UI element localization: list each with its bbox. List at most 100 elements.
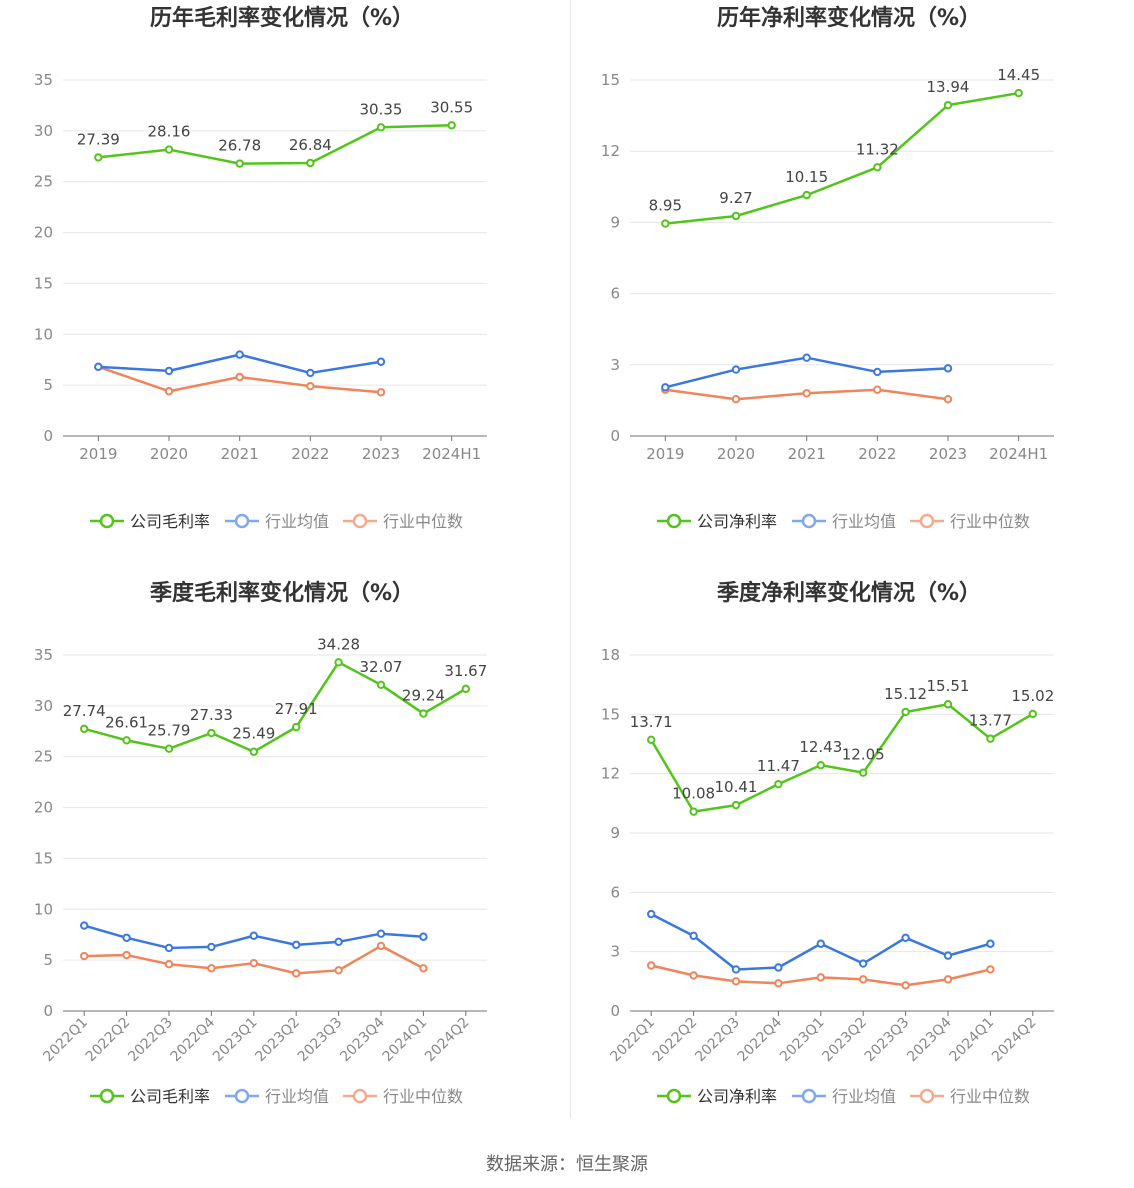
data-point-avg[interactable] (731, 965, 741, 974)
data-point-avg[interactable] (873, 367, 882, 377)
data-point-company[interactable] (376, 680, 386, 690)
data-point-company[interactable] (376, 123, 386, 132)
legend-item-avg[interactable]: 行业均值 (792, 512, 896, 531)
data-point-company[interactable] (943, 100, 953, 110)
data-point-median[interactable] (731, 395, 741, 404)
data-point-avg[interactable] (901, 933, 910, 943)
data-point-company[interactable] (802, 190, 811, 200)
data-point-median[interactable] (943, 395, 953, 404)
data-point-avg[interactable] (306, 368, 315, 378)
data-point-median[interactable] (164, 387, 174, 396)
data-point-avg[interactable] (774, 963, 783, 972)
data-point-median[interactable] (647, 961, 656, 970)
data-point-median[interactable] (873, 385, 882, 394)
legend-item-avg[interactable]: 行业均值 (225, 512, 329, 531)
data-point-company[interactable] (1028, 709, 1037, 719)
data-point-company[interactable] (461, 684, 470, 694)
data-point-company[interactable] (122, 736, 131, 745)
data-point-median[interactable] (816, 973, 826, 982)
data-point-company[interactable] (334, 658, 343, 667)
data-point-median[interactable] (419, 964, 428, 973)
data-point-avg[interactable] (802, 353, 811, 362)
data-point-company[interactable] (901, 707, 910, 717)
data-point-median[interactable] (249, 958, 259, 968)
data-point-company[interactable] (94, 153, 103, 162)
data-point-company[interactable] (207, 728, 216, 738)
data-point-median[interactable] (376, 388, 386, 397)
data-point-company[interactable] (164, 744, 174, 753)
data-point-company[interactable] (661, 219, 670, 228)
data-point-median[interactable] (802, 389, 811, 398)
legend-item-avg[interactable]: 行业均值 (792, 1087, 896, 1106)
data-point-company[interactable] (249, 747, 259, 756)
y-tick-label: 9 (610, 824, 620, 842)
legend-item-company[interactable]: 公司净利率 (657, 512, 777, 531)
data-point-avg[interactable] (80, 921, 89, 930)
data-point-company[interactable] (647, 735, 656, 745)
data-point-median[interactable] (235, 372, 244, 382)
data-point-avg[interactable] (164, 943, 174, 953)
data-point-median[interactable] (901, 981, 910, 990)
data-point-avg[interactable] (376, 357, 386, 366)
data-point-median[interactable] (207, 964, 216, 973)
data-point-avg[interactable] (94, 362, 103, 372)
data-point-company[interactable] (1014, 88, 1023, 98)
data-point-avg[interactable] (943, 951, 953, 960)
data-point-company[interactable] (80, 724, 89, 734)
data-point-avg[interactable] (986, 939, 995, 948)
legend-item-company[interactable]: 公司毛利率 (90, 1087, 210, 1106)
data-point-median[interactable] (306, 381, 315, 391)
data-point-avg[interactable] (207, 942, 216, 952)
legend-item-median[interactable]: 行业中位数 (343, 1087, 463, 1106)
data-point-median[interactable] (943, 975, 953, 984)
data-point-company[interactable] (859, 768, 868, 777)
data-point-company[interactable] (873, 163, 882, 172)
data-point-avg[interactable] (376, 929, 386, 938)
data-point-avg[interactable] (419, 932, 428, 941)
data-point-avg[interactable] (816, 939, 826, 948)
data-point-company[interactable] (689, 807, 698, 816)
data-point-company[interactable] (419, 709, 428, 718)
legend-item-avg[interactable]: 行业均值 (225, 1087, 329, 1106)
data-point-company[interactable] (306, 158, 315, 168)
data-point-median[interactable] (334, 966, 343, 975)
legend-swatch-marker (234, 513, 250, 529)
data-point-avg[interactable] (859, 959, 868, 968)
data-point-company[interactable] (943, 700, 953, 709)
data-point-avg[interactable] (943, 364, 953, 373)
data-point-median[interactable] (80, 951, 89, 961)
data-point-company[interactable] (235, 159, 244, 168)
data-point-company[interactable] (774, 779, 783, 789)
data-point-company[interactable] (292, 722, 301, 732)
data-point-median[interactable] (731, 977, 741, 986)
data-point-median[interactable] (164, 960, 174, 969)
data-point-avg[interactable] (164, 366, 174, 376)
data-point-avg[interactable] (235, 350, 244, 359)
data-point-avg[interactable] (292, 940, 301, 950)
data-point-avg[interactable] (647, 909, 656, 919)
data-point-avg[interactable] (122, 933, 131, 942)
legend-item-median[interactable]: 行业中位数 (910, 512, 1030, 531)
data-point-company[interactable] (731, 800, 741, 810)
data-point-avg[interactable] (249, 931, 259, 940)
legend-item-median[interactable]: 行业中位数 (910, 1087, 1030, 1106)
data-point-median[interactable] (859, 975, 868, 984)
data-point-median[interactable] (986, 965, 995, 974)
data-point-company[interactable] (986, 734, 995, 743)
legend-item-median[interactable]: 行业中位数 (343, 512, 463, 531)
data-point-avg[interactable] (731, 365, 741, 374)
data-point-company[interactable] (164, 145, 174, 154)
data-point-median[interactable] (292, 969, 301, 978)
data-point-company[interactable] (731, 211, 741, 221)
data-point-median[interactable] (376, 941, 386, 951)
data-point-median[interactable] (774, 979, 783, 988)
data-point-median[interactable] (689, 971, 698, 980)
legend-item-company[interactable]: 公司毛利率 (90, 512, 210, 531)
data-point-company[interactable] (816, 760, 826, 770)
data-point-company[interactable] (447, 121, 456, 130)
data-point-avg[interactable] (661, 383, 670, 392)
data-point-avg[interactable] (334, 937, 343, 947)
data-point-avg[interactable] (689, 931, 698, 941)
data-point-median[interactable] (122, 950, 131, 960)
legend-item-company[interactable]: 公司净利率 (657, 1087, 777, 1106)
